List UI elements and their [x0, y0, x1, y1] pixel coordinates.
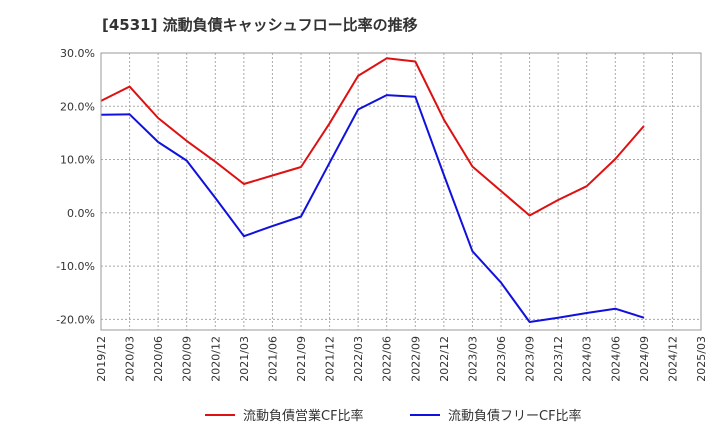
- y-tick-label: -20.0%: [56, 313, 95, 326]
- series-lines: [100, 57, 645, 323]
- x-tick-label: 2023/06: [495, 336, 508, 382]
- x-tick-label: 2022/06: [381, 336, 394, 382]
- legend: 流動負債営業CF比率 流動負債フリーCF比率: [205, 408, 582, 424]
- x-tick-label: 2022/09: [409, 336, 422, 382]
- x-tick-label: 2021/03: [238, 336, 251, 382]
- y-tick-label: 30.0%: [60, 47, 95, 60]
- x-tick-label: 2020/03: [124, 336, 137, 382]
- x-tick-label: 2024/03: [581, 336, 594, 382]
- x-tick-label: 2020/09: [181, 336, 194, 382]
- legend-label-1: 流動負債営業CF比率: [243, 408, 364, 424]
- x-tick-label: 2024/06: [609, 336, 622, 382]
- x-tick-label: 2020/06: [152, 336, 165, 382]
- y-tick-label: -10.0%: [56, 260, 95, 273]
- x-tick-label: 2023/03: [466, 336, 479, 382]
- y-tick-label: 10.0%: [60, 154, 95, 167]
- y-tick-label: 0.0%: [67, 207, 95, 220]
- plot-frame: [100, 52, 702, 331]
- x-tick-label: 2024/12: [666, 336, 679, 382]
- x-tick-label: 2024/09: [638, 336, 651, 382]
- series-line-1: [100, 57, 645, 217]
- x-tick-label: 2021/09: [295, 336, 308, 382]
- legend-label-2: 流動負債フリーCF比率: [448, 408, 582, 424]
- x-tick-label: 2022/03: [352, 336, 365, 382]
- x-tick-label: 2019/12: [95, 336, 108, 382]
- y-axis-ticks: 30.0% 20.0% 10.0% 0.0% -10.0% -20.0%: [56, 47, 95, 326]
- x-tick-label: 2022/12: [438, 336, 451, 382]
- x-tick-label: 2021/12: [324, 336, 337, 382]
- x-tick-label: 2020/12: [209, 336, 222, 382]
- y-tick-label: 20.0%: [60, 100, 95, 113]
- x-axis-ticks: 2019/12 2020/03 2020/06 2020/09 2020/12 2021/…: [95, 336, 708, 382]
- x-tick-label: 2025/03: [695, 336, 708, 382]
- x-tick-label: 2023/12: [552, 336, 565, 382]
- x-tick-label: 2023/09: [524, 336, 537, 382]
- chart-title: [4531] 流動負債キャッシュフロー比率の推移: [102, 16, 418, 34]
- grid-lines: [100, 52, 702, 330]
- series-line-2: [100, 94, 645, 323]
- x-tick-label: 2021/06: [266, 336, 279, 382]
